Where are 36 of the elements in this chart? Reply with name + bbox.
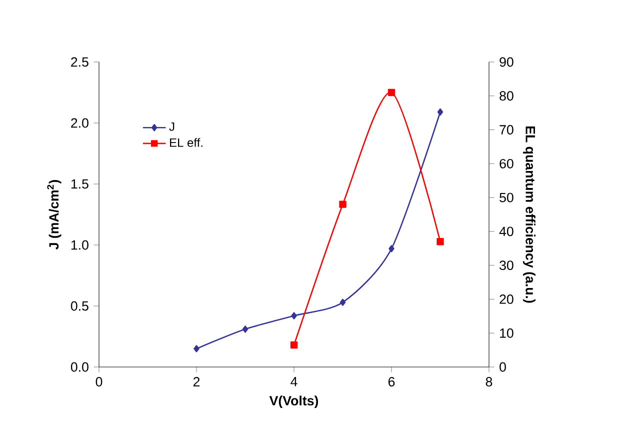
y-tick-label: 0.0: [70, 362, 88, 372]
y2-tick-label: 10: [500, 328, 514, 338]
legend-label: J: [169, 122, 174, 131]
y-tick-label: 2.5: [71, 57, 88, 67]
y-tick-label: 1.5: [71, 179, 88, 189]
y-tick-label: 0.5: [70, 301, 88, 311]
point: [388, 88, 396, 96]
y-axis-title: J (mA/cm$^{2}$): [47, 180, 62, 250]
y2-axis-title: EL quantum efficiency (a.u.): [523, 126, 536, 303]
point: [340, 298, 346, 306]
y2-tick-label: 20: [500, 294, 514, 304]
y-tick-label: 2.0: [71, 118, 88, 128]
point: [290, 341, 298, 349]
y2-tick-label: 70: [500, 125, 514, 134]
point: [194, 345, 200, 352]
point: [437, 108, 444, 116]
y2-tick-label: 50: [500, 192, 514, 202]
x-tick-label: 6: [388, 377, 395, 386]
y2-tick-label: 80: [500, 91, 514, 101]
y-tick-label: 1.0: [71, 240, 88, 250]
point: [291, 312, 297, 320]
x-tick-label: 8: [486, 377, 492, 386]
y2-tick-label: 90: [500, 57, 514, 67]
point: [242, 326, 248, 333]
point: [436, 238, 444, 246]
y2-tick-label: 60: [500, 158, 514, 168]
x-tick-label: 4: [290, 377, 298, 386]
x-tick-label: 0: [96, 377, 102, 386]
point: [388, 245, 394, 252]
x-tick-label: 2: [193, 377, 200, 386]
point: [339, 200, 346, 208]
y2-tick-label: 40: [499, 226, 514, 236]
y2-tick-label: 0: [500, 362, 506, 372]
legend-label: EL eff.: [170, 138, 202, 147]
y2-tick-label: 30: [500, 260, 514, 270]
x-axis-title: V(Volts): [269, 396, 318, 408]
